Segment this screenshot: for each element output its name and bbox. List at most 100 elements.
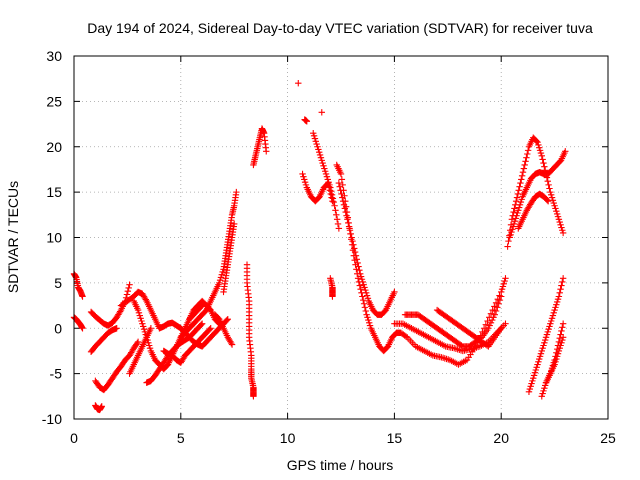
data-point — [300, 173, 307, 180]
data-point — [552, 304, 559, 311]
data-point — [363, 289, 370, 297]
data-point — [250, 393, 257, 400]
data-point — [136, 312, 143, 319]
data-point — [542, 334, 550, 341]
data-point — [518, 172, 526, 179]
data-point — [365, 316, 372, 324]
data-point — [515, 207, 522, 214]
data-point — [500, 280, 507, 287]
series-arc-start-a — [70, 270, 86, 300]
data-point — [556, 218, 563, 226]
data-point — [349, 237, 356, 245]
data-point — [333, 211, 340, 219]
data-point — [366, 322, 374, 329]
data-point — [126, 281, 133, 288]
data-point — [339, 194, 346, 201]
data-point — [491, 311, 498, 318]
data-point — [224, 315, 231, 323]
data-point — [546, 323, 553, 330]
data-point — [558, 282, 565, 289]
series-arc-16 — [250, 125, 270, 169]
data-point — [496, 296, 504, 304]
series-arc-27 — [433, 306, 505, 350]
y-tick-label: 20 — [46, 139, 62, 155]
data-point — [320, 162, 327, 170]
series-arc-11 — [177, 188, 240, 341]
data-point — [536, 353, 544, 360]
data-point — [332, 207, 339, 214]
data-point — [218, 271, 226, 278]
data-point — [519, 168, 527, 176]
data-point — [524, 147, 532, 154]
data-point — [548, 315, 556, 322]
data-point — [559, 324, 566, 331]
data-point — [545, 325, 552, 333]
data-point — [310, 129, 317, 137]
x-tick-label: 5 — [177, 430, 185, 446]
data-point — [514, 190, 522, 198]
data-point — [345, 223, 353, 230]
data-point — [539, 390, 546, 397]
data-point — [507, 231, 514, 238]
data-point — [134, 338, 142, 346]
data-point — [391, 288, 398, 296]
series-arc-18 — [301, 116, 311, 125]
data-point — [489, 316, 496, 324]
data-point — [558, 327, 565, 335]
y-tick-label: 0 — [54, 320, 62, 336]
data-point — [553, 210, 561, 218]
data-point — [539, 345, 546, 352]
data-point — [303, 118, 311, 125]
data-point — [511, 217, 519, 225]
data-point — [324, 176, 331, 183]
data-point — [233, 188, 240, 196]
data-point — [330, 198, 337, 206]
data-point — [328, 191, 336, 199]
data-point — [508, 228, 515, 236]
data-point — [550, 309, 557, 317]
data-point — [554, 342, 562, 349]
data-point — [145, 339, 152, 346]
data-point — [146, 345, 154, 352]
data-point — [510, 220, 518, 228]
data-point — [498, 286, 506, 293]
data-point — [549, 197, 557, 204]
data-point — [494, 304, 501, 311]
data-point — [526, 385, 534, 393]
data-point — [538, 393, 545, 400]
data-point — [357, 270, 364, 277]
data-point — [553, 207, 560, 215]
series-arc-13 — [220, 220, 238, 296]
data-point — [498, 325, 505, 332]
data-point — [557, 286, 564, 293]
data-point — [361, 284, 368, 291]
data-point — [344, 216, 351, 223]
data-point — [537, 149, 545, 157]
data-point — [198, 321, 205, 328]
data-point — [331, 202, 338, 209]
series-arc-start-b — [70, 314, 86, 332]
data-point — [536, 144, 543, 151]
data-point — [525, 388, 533, 395]
series-arc-22 — [327, 275, 336, 300]
x-tick-label: 20 — [493, 430, 509, 446]
x-tick-label: 10 — [280, 430, 296, 446]
data-point — [555, 216, 563, 223]
data-point — [555, 338, 563, 346]
data-point — [562, 148, 569, 155]
data-point — [321, 165, 328, 172]
data-point — [517, 198, 525, 206]
series-arc-3 — [92, 402, 105, 414]
data-point — [554, 296, 562, 303]
data-point — [145, 342, 153, 349]
y-axis-label: SDTVAR / TECUs — [5, 181, 21, 293]
data-point — [333, 216, 341, 223]
series-arc-4 — [92, 338, 142, 394]
data-point — [318, 109, 325, 116]
y-tick-label: 10 — [46, 230, 62, 246]
data-point — [142, 331, 149, 338]
data-point — [513, 194, 521, 201]
data-point — [321, 168, 329, 175]
data-point — [363, 311, 370, 318]
